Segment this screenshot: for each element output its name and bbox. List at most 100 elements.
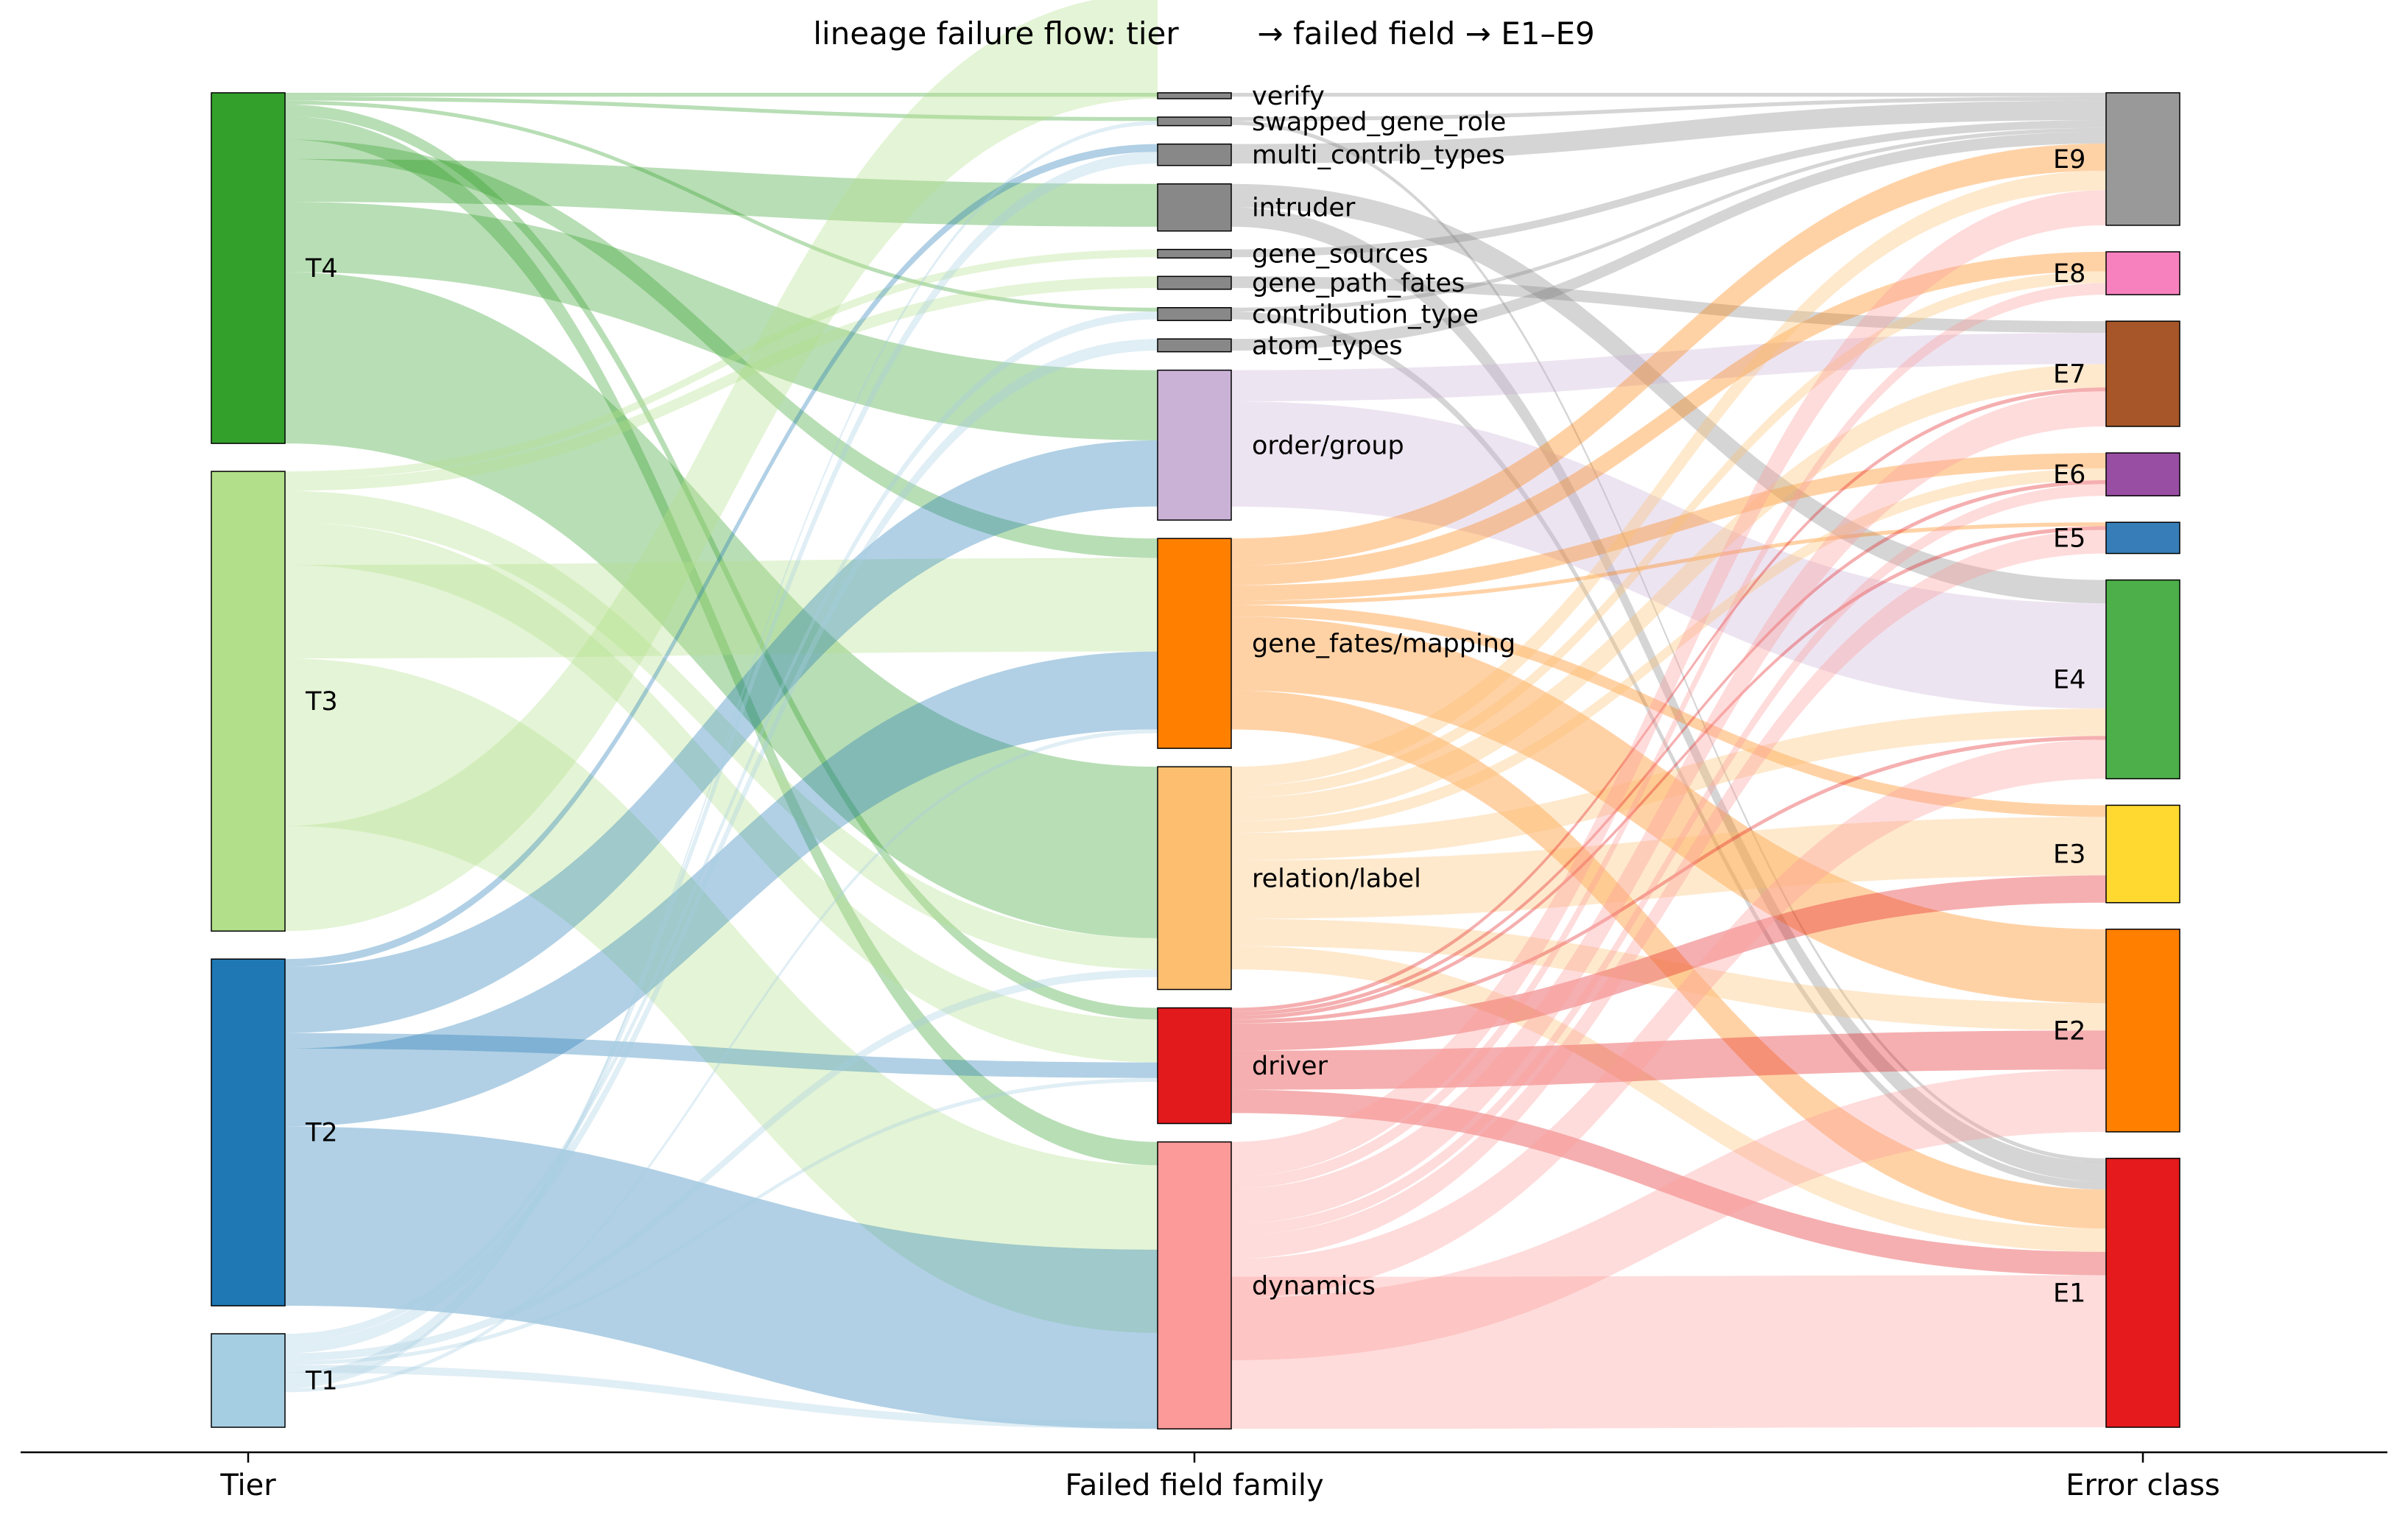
flow-link-gene_fates_mapping-to-E5 <box>1231 522 2106 605</box>
flow-link-gene_fates_mapping-to-E3 <box>1231 605 2106 817</box>
node-label-contribution_type: contribution_type <box>1252 300 1479 329</box>
node-label-E3: E3 <box>2053 840 2085 870</box>
flow-link-gene_fates_mapping-to-E8 <box>1231 251 2106 585</box>
node-label-T4: T4 <box>305 254 338 284</box>
node-gene_sources <box>1157 248 1232 259</box>
node-label-E8: E8 <box>2053 259 2085 289</box>
node-label-relation_label: relation/label <box>1252 864 1421 893</box>
node-E1 <box>2105 1158 2180 1428</box>
node-label-verify: verify <box>1252 82 1325 111</box>
node-label-T2: T2 <box>305 1119 338 1148</box>
node-label-T1: T1 <box>305 1367 338 1396</box>
node-E6 <box>2105 452 2180 496</box>
flow-link-T1-to-atom_types <box>285 339 1158 1354</box>
flow-link-T3-to-verify <box>285 0 1158 932</box>
node-contribution_type <box>1157 307 1232 321</box>
node-T3 <box>211 471 286 932</box>
node-gene_fates_mapping <box>1157 538 1232 749</box>
node-dynamics <box>1157 1141 1232 1429</box>
node-E9 <box>2105 92 2180 226</box>
flow-link-T4-to-driver <box>285 104 1158 1020</box>
node-label-dynamics: dynamics <box>1252 1271 1376 1301</box>
flow-link-dynamics-to-E5 <box>1231 530 2106 1259</box>
flow-link-multi_contrib_types-to-E9 <box>1231 100 2106 164</box>
node-E2 <box>2105 928 2180 1133</box>
flow-link-T3-to-dynamics <box>285 658 1158 1333</box>
flow-link-T3-to-driver <box>285 521 1158 1063</box>
flow-link-contribution_type-to-E1 <box>1231 312 2106 1190</box>
flow-link-relation_label-to-E8 <box>1231 271 2106 798</box>
flow-link-swapped_gene_role-to-E1 <box>1231 121 2106 1163</box>
node-atom_types <box>1157 338 1232 353</box>
node-label-multi_contrib_types: multi_contrib_types <box>1252 141 1505 170</box>
flow-link-dynamics-to-E7 <box>1231 391 2106 1224</box>
flow-link-driver-to-E1 <box>1231 1089 2106 1276</box>
node-E8 <box>2105 251 2180 295</box>
flow-link-driver-to-E6 <box>1231 480 2106 1016</box>
flow-link-swapped_gene_role-to-E9 <box>1231 96 2106 122</box>
node-label-E1: E1 <box>2053 1278 2085 1308</box>
flow-link-T2-to-multi_contrib_types <box>285 144 1158 967</box>
flow-link-T4-to-order_group <box>285 202 1158 440</box>
flow-link-T2-to-driver <box>285 1033 1158 1078</box>
flow-link-dynamics-to-E4 <box>1231 739 2106 1298</box>
node-E7 <box>2105 320 2180 427</box>
flow-link-T4-to-contribution_type <box>285 100 1158 312</box>
node-label-swapped_gene_role: swapped_gene_role <box>1252 108 1506 137</box>
flow-link-T4-to-swapped_gene_role <box>285 96 1158 122</box>
node-E4 <box>2105 579 2180 780</box>
node-verify <box>1157 92 1232 99</box>
node-intruder <box>1157 183 1232 232</box>
flow-link-contribution_type-to-E9 <box>1231 127 2106 312</box>
node-label-driver: driver <box>1252 1052 1328 1081</box>
flow-link-driver-to-E5 <box>1231 526 2106 1020</box>
flow-link-driver-to-E7 <box>1231 387 2106 1012</box>
flow-link-T4-to-intruder <box>285 158 1158 227</box>
node-label-E4: E4 <box>2053 665 2085 694</box>
flow-link-T4-to-dynamics <box>285 116 1158 1166</box>
flow-link-intruder-to-E4 <box>1231 183 2106 604</box>
flow-link-T3-to-gene_sources <box>285 249 1158 479</box>
node-label-T3: T3 <box>305 687 338 717</box>
x-axis: Tier Failed field family Error class <box>21 1451 2387 1502</box>
flow-link-T3-to-gene_path_fates <box>285 276 1158 491</box>
flow-link-gene_fates_mapping-to-E1 <box>1231 690 2106 1229</box>
flow-link-intruder-to-E1 <box>1231 207 2106 1182</box>
flow-link-relation_label-to-E3 <box>1231 817 2106 919</box>
flow-link-T1-to-dynamics <box>285 1365 1158 1429</box>
flow-link-order_group-to-E4 <box>1231 401 2106 709</box>
flow-link-dynamics-to-E8 <box>1231 283 2106 1189</box>
flow-link-T2-to-gene_fates_mapping <box>285 651 1158 1127</box>
flow-link-T4-to-relation_label <box>285 272 1158 938</box>
chart-title: lineage failure flow: tier → failed fiel… <box>813 15 1594 52</box>
node-E3 <box>2105 804 2180 904</box>
node-order_group <box>1157 369 1232 521</box>
flow-link-relation_label-to-E2 <box>1231 918 2106 1031</box>
flow-link-T2-to-dynamics <box>285 1126 1158 1429</box>
node-label-gene_path_fates: gene_path_fates <box>1252 269 1465 298</box>
x-tick-label-field: Failed field family <box>1065 1469 1323 1502</box>
flow-link-relation_label-to-E4 <box>1231 708 2106 861</box>
flow-link-gene_fates_mapping-to-E9 <box>1231 143 2106 566</box>
flow-link-verify-to-E9 <box>1231 93 2106 97</box>
flow-link-dynamics-to-E6 <box>1231 484 2106 1236</box>
flow-link-driver-to-E2 <box>1231 1030 2106 1090</box>
node-label-E9: E9 <box>2053 145 2085 175</box>
node-gene_path_fates <box>1157 275 1232 290</box>
flow-link-gene_path_fates-to-E7 <box>1231 276 2106 333</box>
node-T2 <box>211 958 286 1306</box>
node-label-order_group: order/group <box>1252 431 1404 460</box>
flow-link-gene_fates_mapping-to-E2 <box>1231 616 2106 1004</box>
flow-link-T4-to-gene_fates_mapping <box>285 139 1158 558</box>
flow-link-T1-to-swapped_gene_role <box>285 121 1158 1389</box>
node-T4 <box>211 92 286 444</box>
flow-link-T1-to-contribution_type <box>285 312 1158 1342</box>
node-label-E5: E5 <box>2053 524 2085 553</box>
flow-link-driver-to-E4 <box>1231 736 2106 1024</box>
flow-link-driver-to-E3 <box>1231 875 2106 1051</box>
flow-link-gene_fates_mapping-to-E6 <box>1231 453 2106 601</box>
node-label-E7: E7 <box>2053 360 2085 390</box>
flow-link-dynamics-to-E9 <box>1231 190 2106 1178</box>
node-swapped_gene_role <box>1157 116 1232 127</box>
